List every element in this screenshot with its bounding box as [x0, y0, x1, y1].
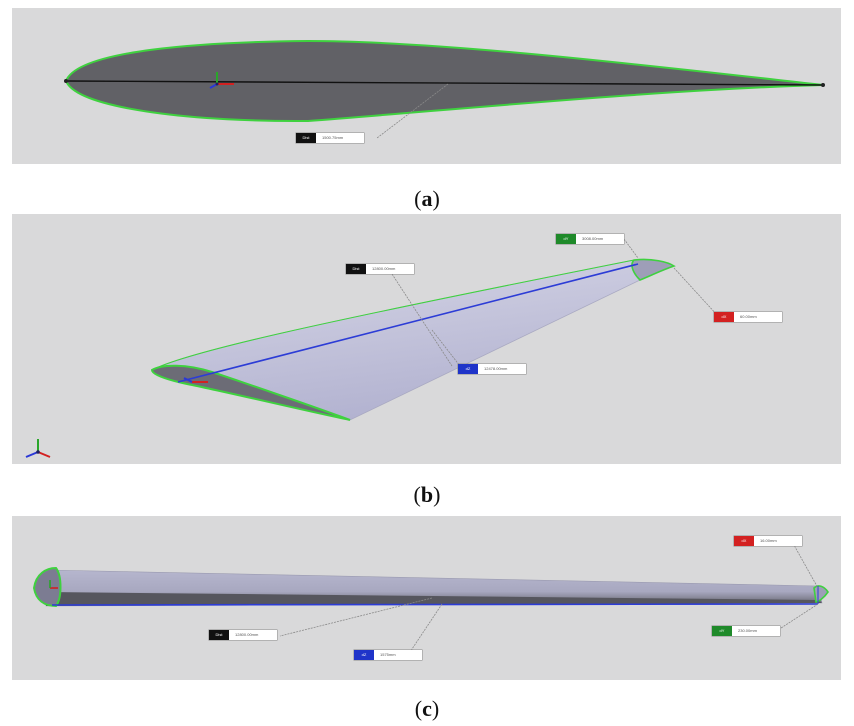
caption-b: (b)	[413, 482, 441, 507]
tip-airfoil-section	[631, 258, 676, 281]
dy-dimension-tag: dY 230.00mm	[712, 626, 780, 636]
caption-c-letter: c	[422, 696, 432, 721]
trailing-edge-point	[821, 83, 825, 87]
caption-b-letter: b	[420, 482, 434, 507]
dz-dimension-tag: dZ 1575mm	[354, 650, 422, 660]
chord-line	[65, 80, 824, 86]
root-axis-triad-icon	[183, 377, 208, 383]
root-axis-triad-icon	[49, 580, 58, 589]
dist-tag-key: Dist	[346, 264, 366, 274]
dx-dimension-tag: dX 60.00mm	[714, 312, 782, 322]
view-axis-triad-icon	[25, 439, 51, 458]
dist-tag-value: 12800.00mm	[366, 264, 414, 274]
dist-tag-key: Dist	[209, 630, 229, 640]
dx-dimension-tag: dX 16.00mm	[734, 536, 802, 546]
spanwise-dimension-line	[51, 603, 819, 606]
dy-tag-key: dY	[556, 234, 576, 244]
leading-edge-line	[151, 259, 635, 371]
dz-tag-key: dZ	[354, 650, 374, 660]
wing-lower-surface	[46, 592, 822, 606]
dist-dimension-tag: Dist 1500.75mm	[296, 133, 364, 143]
dist-leader-line	[279, 597, 433, 637]
dx-tag-key: dX	[714, 312, 734, 322]
dz-dimension-tag: dZ 12478.00mm	[458, 364, 526, 374]
dy-leader-line	[777, 603, 819, 631]
leading-edge-point	[64, 79, 68, 83]
tip-airfoil-section	[813, 585, 829, 603]
axis-triad-icon	[209, 72, 234, 89]
dist-tag-value: 1500.75mm	[316, 133, 364, 143]
dz-tag-value: 1575mm	[374, 650, 422, 660]
dist-dimension-tag: Dist 12800.00mm	[346, 264, 414, 274]
dy-tag-key: dY	[712, 626, 732, 636]
dz-leader-line	[431, 329, 461, 367]
dx-tag-key: dX	[734, 536, 754, 546]
dz-tag-value: 12478.00mm	[478, 364, 526, 374]
dist-tag-value: 12800.00mm	[229, 630, 277, 640]
dz-leader-line	[409, 603, 443, 653]
panel-b-wing-isometric-view: Dist 12800.00mm dY 3008.00mm dX 60.00mm …	[12, 214, 841, 464]
dz-tag-key: dZ	[458, 364, 478, 374]
caption-a-letter: a	[421, 186, 433, 211]
dist-dimension-tag: Dist 12800.00mm	[209, 630, 277, 640]
airfoil-profile-drawing	[64, 39, 825, 139]
dy-leader-line	[623, 238, 639, 259]
dy-dimension-tag: dY 3008.00mm	[556, 234, 624, 244]
panel-a-airfoil-view: Dist 1500.75mm	[12, 8, 841, 164]
dx-leader-line	[789, 537, 819, 589]
dx-leader-line	[673, 267, 719, 317]
dy-tag-value: 3008.00mm	[576, 234, 624, 244]
wing-isometric-drawing	[25, 238, 719, 458]
dx-tag-value: 60.00mm	[734, 312, 782, 322]
dist-tag-key: Dist	[296, 133, 316, 143]
dx-tag-value: 16.00mm	[754, 536, 802, 546]
root-airfoil-section	[32, 566, 62, 608]
panel-c-wing-front-view: dX 16.00mm Dist 12800.00mm dY 230.00mm d…	[12, 516, 841, 680]
caption-a: (a)	[414, 186, 440, 211]
wing-front-drawing	[32, 537, 829, 653]
wing-surface	[150, 259, 676, 421]
dy-tag-value: 230.00mm	[732, 626, 780, 636]
caption-c: (c)	[414, 696, 440, 721]
dist-leader-line	[391, 273, 453, 367]
spanwise-dimension-line	[177, 263, 639, 383]
root-airfoil-section	[150, 364, 351, 421]
